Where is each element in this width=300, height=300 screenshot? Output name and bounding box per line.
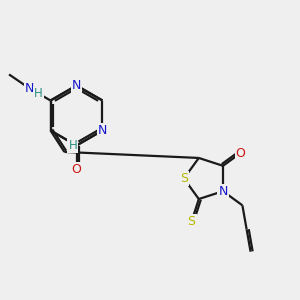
Text: S: S [180, 172, 188, 185]
Text: O: O [72, 163, 81, 176]
Text: N: N [25, 82, 34, 95]
Text: H: H [68, 140, 77, 152]
Text: N: N [98, 124, 107, 137]
Text: S: S [188, 215, 196, 228]
Text: H: H [34, 87, 43, 100]
Text: O: O [236, 147, 245, 160]
Text: N: N [72, 79, 81, 92]
Text: N: N [218, 185, 228, 198]
